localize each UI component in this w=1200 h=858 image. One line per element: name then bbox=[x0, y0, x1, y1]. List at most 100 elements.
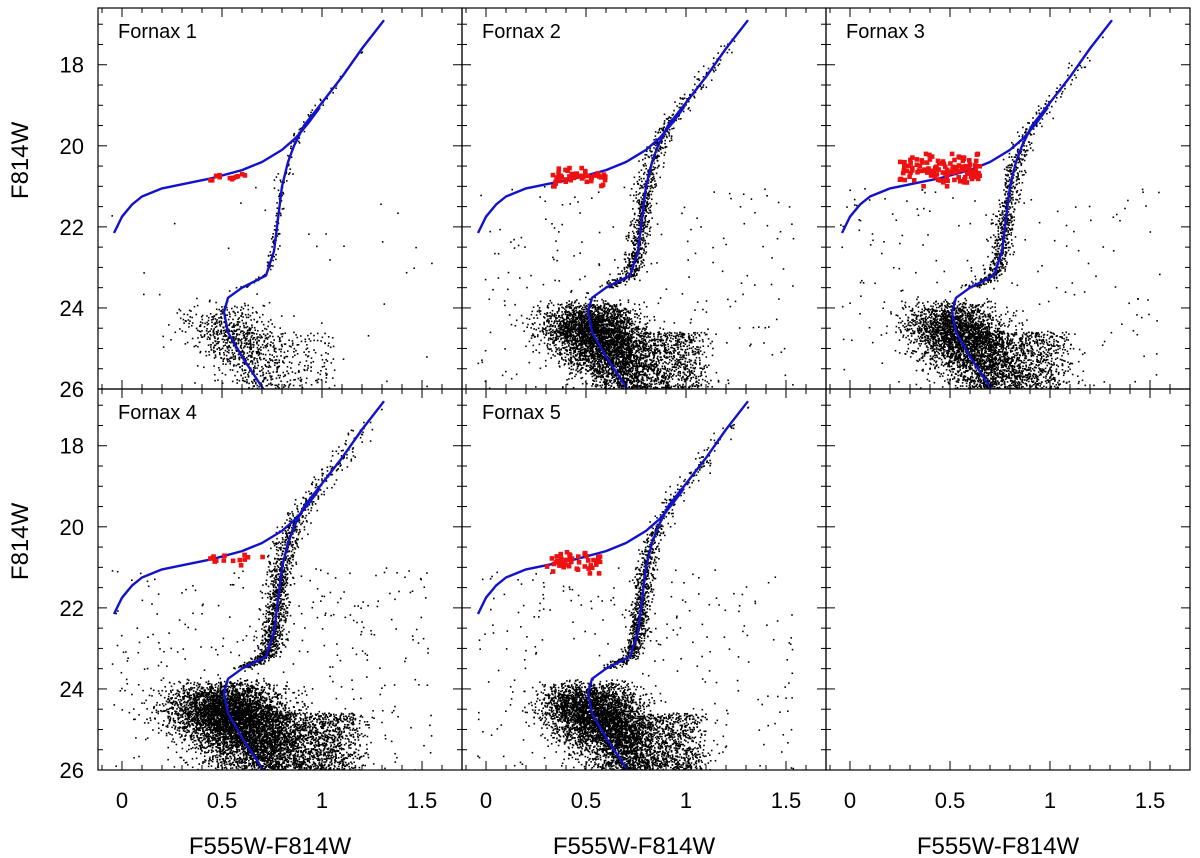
star-point bbox=[645, 204, 647, 207]
star-point bbox=[645, 154, 648, 156]
star-point bbox=[206, 328, 208, 330]
star-point bbox=[641, 330, 643, 333]
star-point bbox=[663, 334, 665, 337]
star-point bbox=[654, 340, 656, 342]
star-point bbox=[667, 348, 670, 350]
star-point bbox=[544, 359, 547, 362]
star-point bbox=[594, 310, 596, 313]
star-point bbox=[579, 340, 581, 342]
star-point bbox=[571, 338, 574, 340]
star-point bbox=[200, 334, 202, 336]
star-point bbox=[627, 379, 629, 381]
star-point bbox=[275, 377, 278, 380]
star-point bbox=[630, 386, 633, 389]
star-point bbox=[266, 333, 269, 335]
star-point bbox=[237, 363, 240, 365]
star-point bbox=[622, 332, 624, 334]
star-point bbox=[615, 321, 618, 324]
star-point bbox=[561, 353, 563, 355]
star-point bbox=[739, 206, 742, 208]
star-point bbox=[584, 324, 587, 327]
star-point bbox=[653, 355, 655, 358]
star-point bbox=[619, 390, 621, 392]
star-point bbox=[256, 346, 259, 349]
star-point bbox=[638, 351, 640, 354]
star-point bbox=[554, 279, 556, 282]
star-point bbox=[615, 353, 617, 355]
star-point bbox=[627, 321, 630, 323]
star-point bbox=[652, 364, 654, 366]
star-point bbox=[248, 346, 251, 349]
star-point bbox=[693, 95, 695, 98]
star-point bbox=[263, 273, 266, 276]
star-point bbox=[640, 196, 642, 199]
star-point bbox=[659, 370, 662, 372]
star-point bbox=[205, 330, 208, 332]
star-point bbox=[717, 64, 719, 67]
star-point bbox=[691, 349, 694, 352]
star-point bbox=[224, 334, 226, 336]
star-point bbox=[677, 352, 679, 354]
star-point bbox=[643, 238, 645, 240]
star-point bbox=[662, 147, 664, 149]
star-point bbox=[627, 272, 629, 274]
star-point bbox=[634, 340, 637, 342]
star-point bbox=[597, 313, 600, 316]
star-point bbox=[696, 332, 699, 334]
star-point bbox=[657, 341, 659, 343]
star-point bbox=[612, 307, 614, 310]
star-point bbox=[201, 322, 204, 324]
star-point bbox=[675, 340, 677, 342]
star-point bbox=[241, 369, 244, 372]
star-point bbox=[596, 300, 599, 302]
star-point bbox=[239, 339, 241, 342]
star-point bbox=[672, 390, 674, 392]
star-point bbox=[640, 357, 643, 359]
star-point bbox=[576, 367, 579, 370]
star-point bbox=[314, 104, 317, 107]
star-point bbox=[249, 338, 252, 341]
star-point bbox=[273, 326, 276, 328]
star-point bbox=[254, 329, 257, 331]
star-point bbox=[251, 334, 253, 337]
star-point bbox=[596, 309, 598, 312]
star-point bbox=[581, 351, 584, 354]
star-point bbox=[258, 396, 260, 398]
star-point bbox=[682, 376, 684, 379]
star-point bbox=[647, 198, 649, 200]
star-point bbox=[245, 316, 248, 319]
star-point bbox=[613, 376, 615, 378]
star-point bbox=[571, 314, 573, 316]
star-point bbox=[221, 306, 223, 308]
star-point bbox=[624, 339, 626, 341]
star-point bbox=[598, 329, 600, 332]
star-point bbox=[622, 334, 624, 337]
star-point bbox=[578, 351, 581, 353]
star-point bbox=[644, 225, 647, 227]
star-point bbox=[321, 359, 324, 361]
star-point bbox=[706, 366, 708, 368]
star-point bbox=[316, 339, 319, 342]
star-point bbox=[712, 261, 714, 264]
star-point bbox=[618, 343, 620, 345]
star-point bbox=[263, 339, 266, 342]
star-point bbox=[290, 156, 293, 159]
star-point bbox=[599, 308, 602, 310]
star-point bbox=[638, 256, 640, 259]
star-point bbox=[210, 319, 213, 321]
star-point bbox=[308, 233, 310, 235]
star-point bbox=[685, 104, 687, 106]
star-point bbox=[632, 384, 635, 386]
star-point bbox=[575, 306, 577, 308]
star-point bbox=[603, 366, 606, 369]
star-point bbox=[567, 344, 570, 346]
star-point bbox=[642, 391, 644, 393]
star-point bbox=[626, 394, 628, 396]
star-point bbox=[624, 327, 627, 330]
star-point bbox=[583, 319, 585, 321]
star-point bbox=[249, 341, 252, 343]
star-point bbox=[627, 257, 629, 259]
star-point bbox=[593, 362, 595, 365]
star-point bbox=[553, 315, 556, 318]
star-point bbox=[698, 348, 700, 351]
